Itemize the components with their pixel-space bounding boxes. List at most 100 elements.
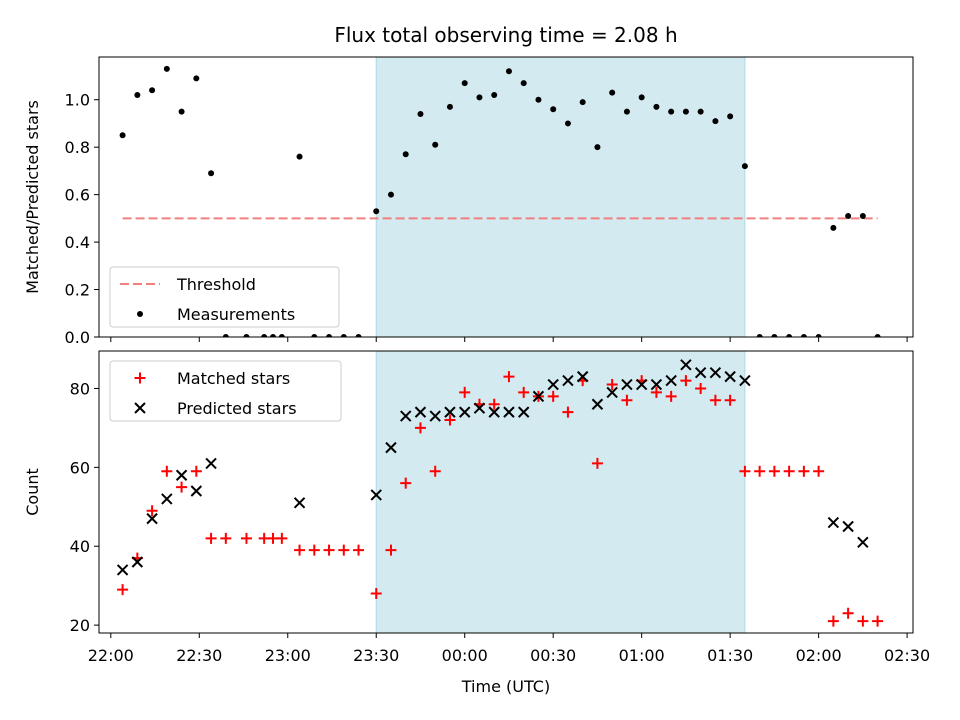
matched-star-point [176,481,188,493]
matched-star-point [400,477,412,489]
x-tick-label: 23:00 [265,646,311,665]
y-tick-label: 1.0 [65,91,90,110]
x-tick-label: 02:30 [884,646,930,665]
matched-star-point [276,532,288,544]
matched-star-point [680,375,692,387]
matched-star-point [220,532,232,544]
matched-star-point [872,615,884,627]
predicted-star-point [739,374,751,387]
measurement-point [134,91,141,98]
matched-star-point [650,386,662,398]
predicted-star-point [650,378,663,391]
ratio-y-axis-label: Matched/Predicted stars [23,100,42,294]
matched-star-point [117,584,129,596]
legend-label: Predicted stars [177,399,297,418]
matched-star-point [709,394,721,406]
predicted-star-point [517,406,530,418]
measurement-point [505,68,512,75]
legend-predicted-swatch [134,402,146,414]
y-tick-label: 0.8 [65,138,90,157]
x-tick-label: 00:30 [530,646,576,665]
predicted-star-point [503,406,515,418]
matched-star-point [547,390,559,402]
matched-star-point [857,615,869,627]
matched-star-point [724,394,736,406]
y-tick-label: 0.6 [65,186,90,205]
measurement-point [653,103,660,110]
matched-star-point [503,371,515,383]
matched-star-point [308,544,320,556]
matched-star-point [695,382,707,394]
measurement-point [149,87,156,94]
measurement-point [830,224,837,231]
matched-star-point [385,544,397,556]
measurement-point [815,334,822,337]
measurement-point [326,334,333,337]
y-tick-label: 0.2 [65,281,90,300]
predicted-star-point [827,516,840,529]
measurement-point [355,334,362,337]
matched-star-point [842,607,854,619]
measurement-point [476,94,483,101]
chart-title: Flux total observing time = 2.08 h [334,23,677,47]
measurement-point [208,170,215,177]
y-tick-label: 0.4 [65,233,90,252]
predicted-star-point [459,406,471,418]
matched-star-point [665,390,677,402]
predicted-star-point [709,366,722,379]
predicted-star-point [444,406,456,418]
measurement-point [579,99,586,106]
y-tick-label: 20 [70,616,90,635]
predicted-star-point [370,489,382,501]
x-tick-label: 23:30 [353,646,399,665]
ratio-legend: Threshold Measurements [109,266,340,328]
predicted-star-point [293,497,306,509]
count-points [116,359,884,627]
predicted-star-point [385,441,397,454]
observing-window-shade [375,56,746,338]
predicted-star-point [576,370,589,383]
matched-star-point [429,465,441,477]
measurement-point [741,163,748,170]
x-tick-label: 02:00 [796,646,842,665]
measurement-point [296,153,303,160]
predicted-star-point [131,556,144,568]
matched-star-point [294,544,306,556]
matched-star-point [370,588,382,600]
measurement-point [623,108,630,115]
matched-star-point [459,386,471,398]
measurement-point [193,75,200,82]
predicted-star-point [621,378,633,391]
predicted-star-point [190,485,203,497]
predicted-star-point [161,493,173,505]
predicted-star-point [473,402,486,414]
measurement-point [340,334,347,337]
matched-star-point [205,532,217,544]
measurement-point [800,334,807,337]
measurement-point [163,65,170,72]
measurement-point [270,334,277,337]
matched-star-point [338,544,350,556]
measurement-point [594,144,601,151]
legend-label: Measurements [177,305,295,324]
predicted-star-point [205,457,217,470]
matched-star-point [562,406,574,418]
measurement-point [786,334,793,337]
measurement-point [446,103,453,110]
predicted-star-point [680,359,692,371]
legend-box [109,266,340,328]
measurement-point [712,118,719,125]
measurement-point [638,94,645,101]
measurement-point [682,108,689,115]
predicted-star-point [116,564,129,576]
measurement-point [387,191,394,198]
count-panel: 20 40 60 80 22:00 22:30 23:00 23:30 00:00 00:30 01… [23,350,930,665]
y-tick-label: 40 [70,537,90,556]
y-tick-label: 0.0 [65,328,90,347]
x-axis-label: Time (UTC) [461,677,550,696]
matched-star-point [190,465,202,477]
observing-window-shade [375,350,746,634]
matched-star-point [323,544,335,556]
predicted-star-point [694,366,707,379]
